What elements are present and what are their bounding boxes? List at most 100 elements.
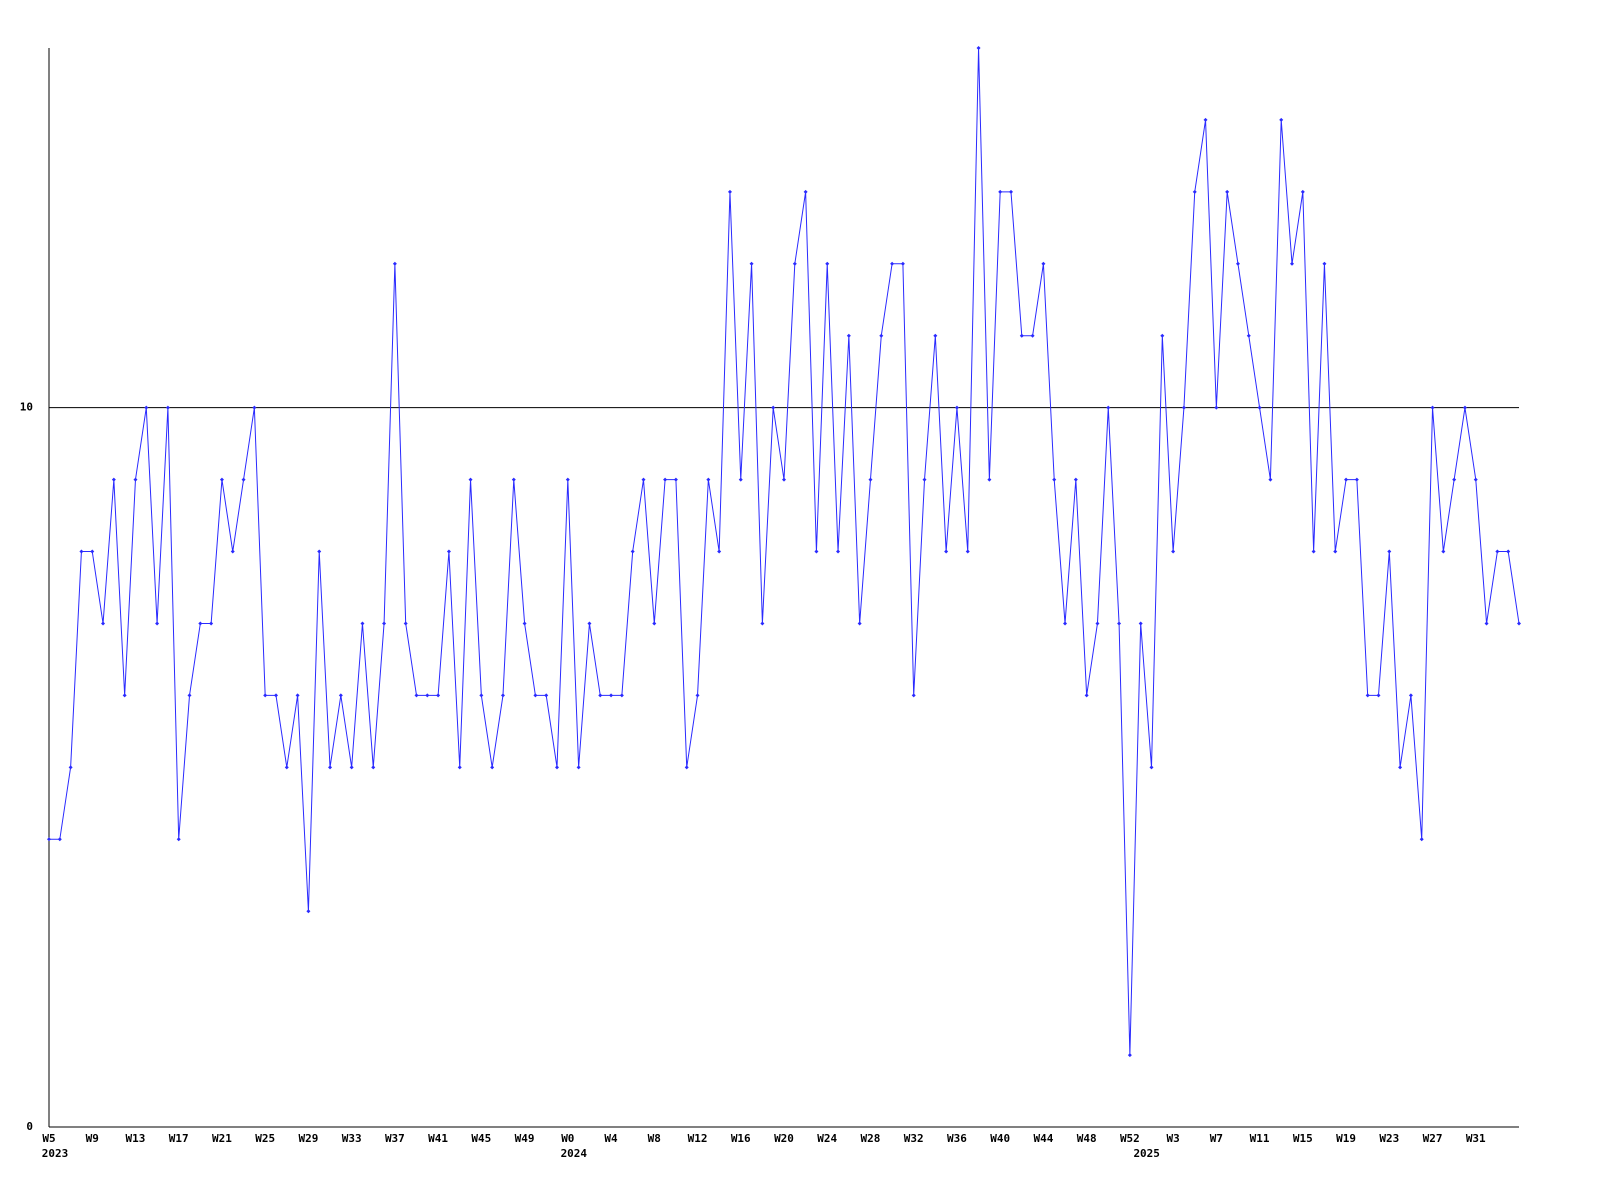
x-group-label: 2025 [1133, 1147, 1160, 1160]
point-marker [555, 765, 560, 770]
point-marker [1192, 189, 1197, 194]
point-marker [1181, 405, 1186, 410]
x-tick-label: W29 [298, 1132, 318, 1145]
point-marker [1408, 693, 1413, 698]
point-marker [57, 837, 62, 842]
point-marker [782, 477, 786, 482]
point-marker [284, 765, 289, 770]
point-marker [652, 621, 657, 626]
point-marker [1063, 621, 1068, 626]
x-tick-label: W27 [1423, 1132, 1443, 1145]
point-marker [68, 765, 73, 770]
point-marker [695, 693, 700, 698]
x-tick-label: W44 [1033, 1132, 1053, 1145]
point-marker [1117, 621, 1122, 626]
point-marker [1398, 765, 1403, 770]
point-marker [1127, 1053, 1132, 1058]
point-marker [122, 693, 127, 698]
point-marker [165, 405, 170, 410]
point-marker [922, 477, 927, 482]
point-marker [792, 261, 797, 266]
point-marker [1300, 189, 1305, 194]
point-marker [565, 477, 570, 482]
point-marker [392, 261, 397, 266]
point-marker [349, 765, 354, 770]
point-marker [1073, 477, 1078, 482]
point-marker [1495, 549, 1500, 554]
x-tick-label: W33 [342, 1132, 362, 1145]
point-marker [846, 333, 851, 338]
point-marker [619, 693, 624, 698]
point-marker [706, 477, 711, 482]
point-marker [900, 261, 905, 266]
point-marker [1203, 117, 1208, 122]
point-marker [371, 765, 376, 770]
point-marker [598, 693, 603, 698]
point-marker [1311, 549, 1316, 554]
x-tick-label: W28 [861, 1132, 881, 1145]
point-marker [911, 693, 916, 698]
point-marker [933, 333, 938, 338]
point-marker [1149, 765, 1154, 770]
point-marker [1008, 189, 1013, 194]
x-tick-label: W23 [1379, 1132, 1399, 1145]
x-tick-label: W8 [648, 1132, 661, 1145]
x-tick-label: W24 [817, 1132, 837, 1145]
point-marker [1138, 621, 1143, 626]
point-marker [1376, 693, 1381, 698]
point-marker [630, 549, 635, 554]
x-tick-label: W31 [1466, 1132, 1486, 1145]
point-marker [252, 405, 257, 410]
x-tick-label: W15 [1293, 1132, 1313, 1145]
point-marker [500, 693, 505, 698]
point-marker [771, 405, 776, 410]
point-marker [187, 693, 192, 698]
point-marker [1441, 549, 1446, 554]
x-tick-label: W20 [774, 1132, 794, 1145]
point-marker [1322, 261, 1327, 266]
point-marker [1344, 477, 1349, 482]
point-marker [1106, 405, 1111, 410]
point-marker [587, 621, 592, 626]
point-marker [425, 693, 430, 698]
point-marker [241, 477, 246, 482]
y-tick-label: 0 [26, 1120, 33, 1133]
x-tick-label: W7 [1210, 1132, 1223, 1145]
point-marker [1473, 477, 1478, 482]
point-marker [155, 621, 160, 626]
point-marker [1095, 621, 1100, 626]
x-tick-label: W13 [126, 1132, 146, 1145]
x-tick-label: W9 [86, 1132, 99, 1145]
point-marker [479, 693, 484, 698]
x-group-label: 2023 [42, 1147, 69, 1160]
point-marker [825, 261, 830, 266]
point-marker [490, 765, 495, 770]
point-marker [673, 477, 678, 482]
point-marker [663, 477, 668, 482]
x-tick-label: W16 [731, 1132, 751, 1145]
x-tick-label: W48 [1077, 1132, 1097, 1145]
x-tick-label: W37 [385, 1132, 405, 1145]
point-marker [717, 549, 722, 554]
point-marker [522, 621, 527, 626]
x-tick-label: W0 [561, 1132, 574, 1145]
x-tick-label: W49 [515, 1132, 535, 1145]
point-marker [101, 621, 106, 626]
point-marker [1052, 477, 1057, 482]
point-marker [306, 909, 311, 914]
point-marker [609, 693, 614, 698]
point-marker [1452, 477, 1457, 482]
point-marker [295, 693, 300, 698]
point-marker [1246, 333, 1251, 338]
point-marker [47, 837, 51, 842]
point-marker [403, 621, 408, 626]
point-marker [987, 477, 992, 482]
x-tick-label: W17 [169, 1132, 189, 1145]
point-marker [533, 693, 538, 698]
point-marker [1517, 621, 1521, 626]
point-marker [749, 261, 754, 266]
point-marker [511, 477, 516, 482]
point-marker [1041, 261, 1046, 266]
point-marker [219, 477, 224, 482]
